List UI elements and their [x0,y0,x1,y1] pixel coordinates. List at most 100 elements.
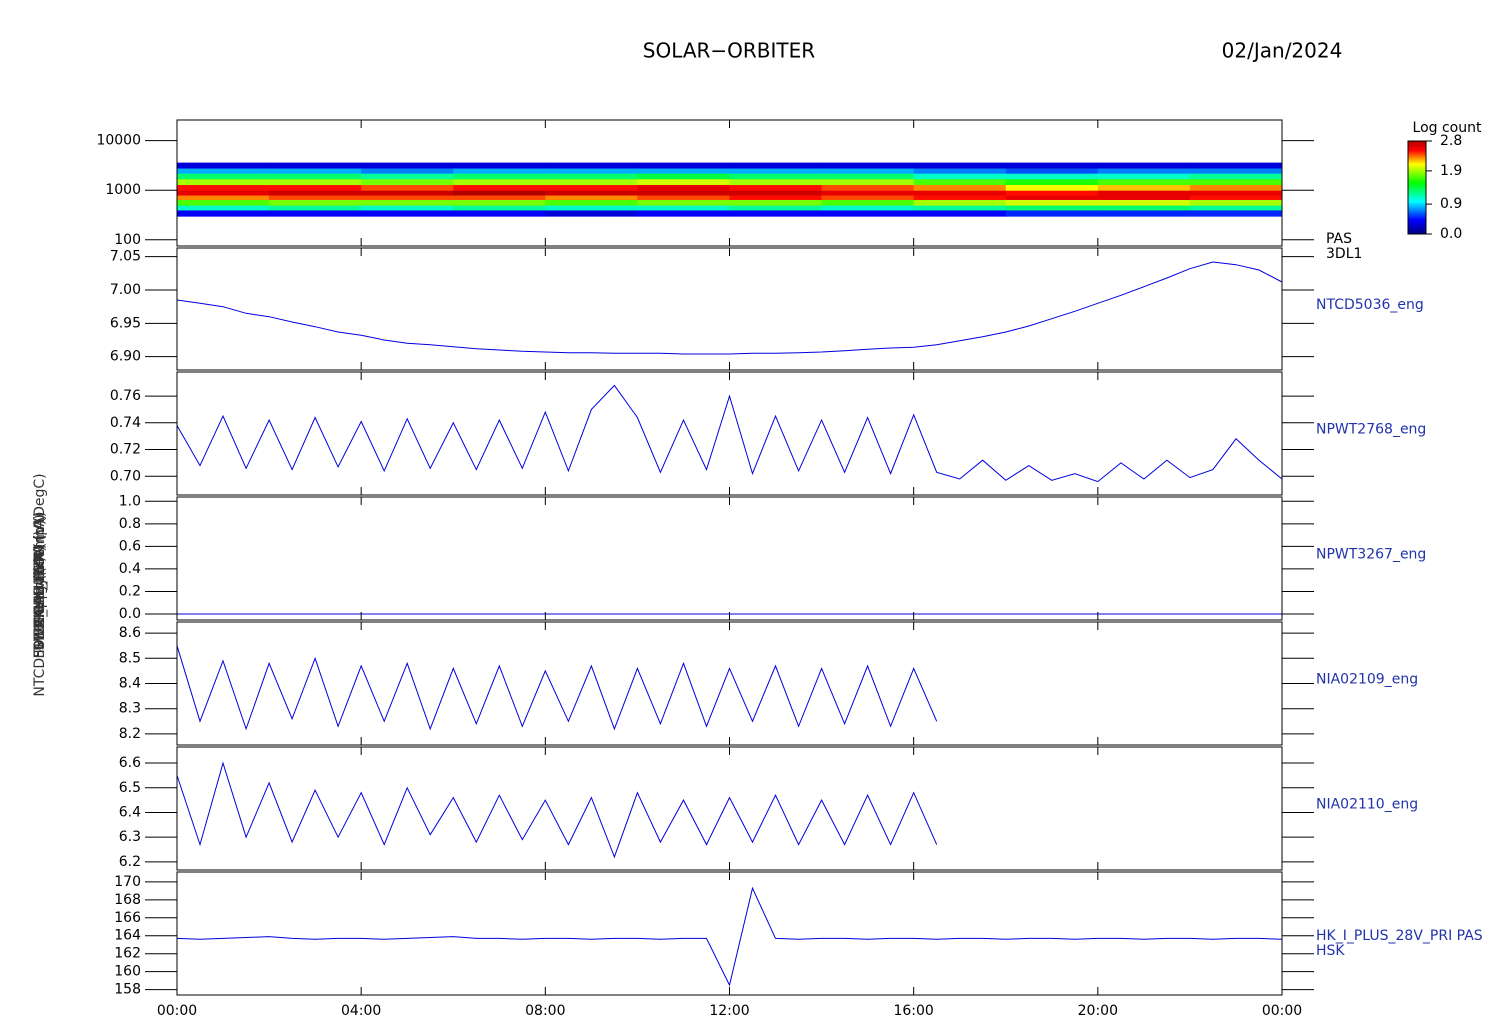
heat-cell [1189,168,1283,174]
heat-cell [1097,184,1191,191]
plot-frame [176,746,1283,871]
heat-cell [913,205,1007,211]
heat-cell [1005,184,1099,191]
heat-cell [913,199,1007,206]
heat-cell [545,209,638,217]
heat-cell [361,173,454,180]
heat-cell [269,168,362,174]
heat-cell [545,178,638,186]
y-tick-label: 1.0 [119,493,141,509]
heat-cell [1097,195,1191,200]
y-tick-label: 8.5 [119,650,141,666]
heat-cell [361,199,454,206]
heat-cell [1189,178,1283,186]
heat-cell [453,162,546,169]
y-tick-label: 170 [114,874,141,890]
heat-cell [453,195,546,200]
y-tick-label: 0.2 [119,583,141,599]
heat-cell [913,190,1007,196]
heat-cell [1097,162,1191,169]
x-tick-label: 04:00 [341,1003,381,1019]
heat-cell [545,184,638,191]
heat-cell [821,195,915,200]
heat-cell [637,209,730,217]
heat-cell [361,178,454,186]
right-label: NPWT3267_eng [1316,547,1426,563]
y-tick-label: 0.76 [110,388,141,404]
data-line [176,761,938,859]
heat-cell [1189,195,1283,200]
x-tick-label: 08:00 [525,1003,565,1019]
heat-cell [545,195,638,200]
heat-cell [177,190,270,196]
heat-cell [729,209,823,217]
heat-cell [637,162,730,169]
y-tick-label: 6.5 [119,780,141,796]
heat-cell [361,162,454,169]
heat-cell [1005,190,1099,196]
heat-cell [269,184,362,191]
heat-cell [177,209,270,217]
y-tick-label: 7.00 [110,282,141,298]
heat-cell [1189,199,1283,206]
heat-cell [1097,178,1191,186]
heat-cell [269,190,362,196]
colorbar-tick-label: 1.9 [1440,163,1462,179]
heat-cell [1005,173,1099,180]
heat-cell [1005,209,1099,217]
y-axis-label: FOHM_HK_IMON (nA) [32,512,48,659]
heat-cell [913,184,1007,191]
heat-cell [637,205,730,211]
heat-cell [361,209,454,217]
y-tick-label: 8.3 [119,701,141,717]
y-tick-label: 6.4 [119,804,141,820]
heat-cell [1097,190,1191,196]
right-label: HSK [1316,943,1345,959]
heat-cell [637,199,730,206]
heat-cell [1097,168,1191,174]
heat-cell [913,162,1007,169]
y-tick-label: 0.72 [110,442,141,458]
data-line [176,261,1283,355]
heat-cell [1097,199,1191,206]
heat-cell [177,168,270,174]
heat-cell [729,168,823,174]
heat-cell [269,199,362,206]
x-tick-label: 00:00 [1262,1003,1302,1019]
plot-frame [176,371,1283,496]
heat-cell [821,178,915,186]
y-tick-label: 1000 [105,182,141,198]
y-tick-label: 162 [114,946,141,962]
heat-cell [637,184,730,191]
data-line [176,384,1283,483]
x-tick-label: 00:00 [157,1003,197,1019]
plot-frame [176,247,1283,371]
heat-cell [453,205,546,211]
heat-cell [545,162,638,169]
y-tick-label: 6.6 [119,755,141,771]
heat-cell [545,173,638,180]
heat-cell [545,190,638,196]
y-tick-label: 0.8 [119,516,141,532]
plot-frame [176,496,1283,621]
heat-cell [453,184,546,191]
heat-cell [1189,190,1283,196]
y-tick-label: 0.4 [119,561,141,577]
y-axis-label: THERMAL_HTR (mA) [32,514,48,657]
y-axis-label: SWA-EAS TEMP (V) [32,520,48,651]
colorbar-label: Log count [1413,120,1482,136]
y-axis-label: RPW (V) [32,557,48,614]
title: SOLAR−ORBITER [643,39,815,63]
y-tick-label: 10000 [96,133,141,149]
colorbar-tick-label: 0.9 [1440,196,1462,212]
y-tick-label: 164 [114,928,141,944]
heat-cell [913,209,1007,217]
heat-cell [177,184,270,191]
y-tick-label: 0.70 [110,468,141,484]
heat-cell [177,195,270,200]
heat-cell [545,199,638,206]
y-tick-label: 168 [114,892,141,908]
right-label: NTCD5036_eng [1316,297,1424,313]
heat-cell [361,195,454,200]
plot-frame [176,621,1283,746]
